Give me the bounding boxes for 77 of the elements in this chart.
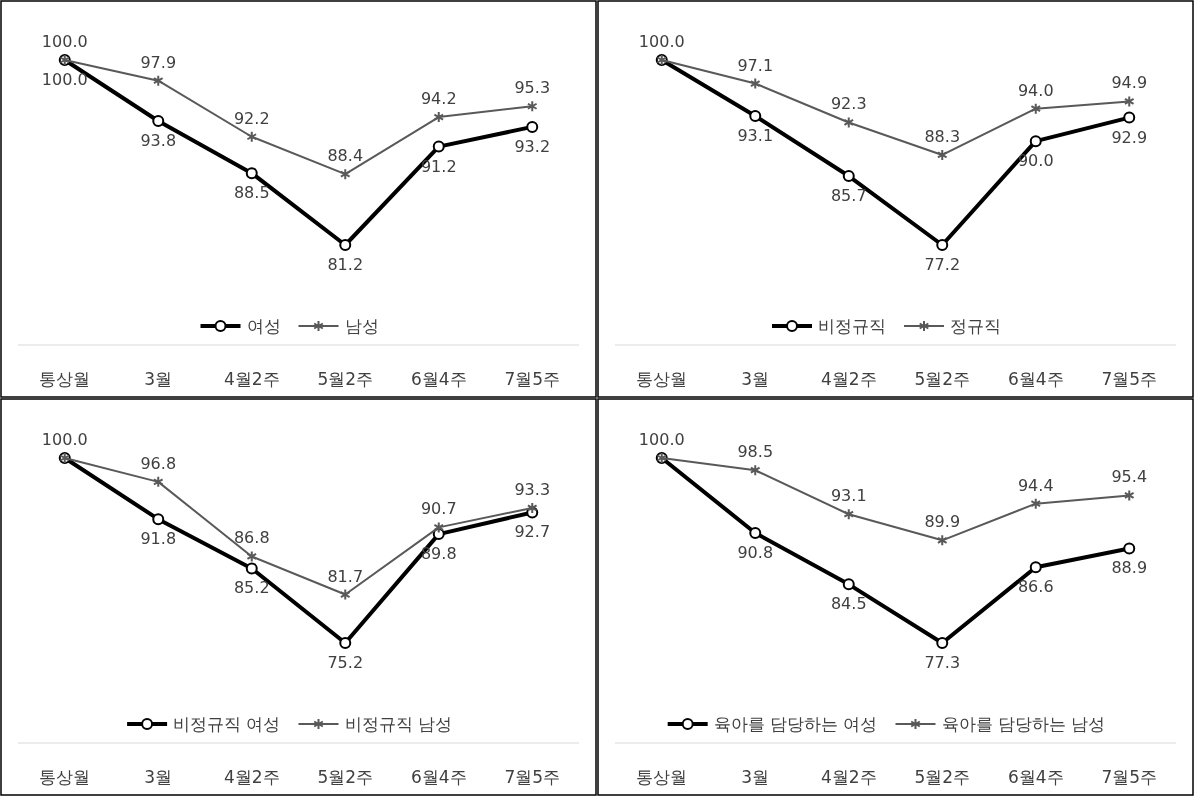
data-label: 86.6: [1017, 577, 1054, 597]
data-label: 94.2: [420, 89, 457, 109]
x-tick-label: 6월4주: [410, 369, 467, 389]
x-tick-label: 5월2주: [317, 767, 374, 787]
data-label: 77.2: [924, 255, 961, 274]
legend-label: 여성: [246, 316, 281, 336]
data-label: 92.2: [233, 108, 270, 128]
data-label: 92.7: [514, 522, 551, 542]
x-tick-label: 4월2주: [223, 369, 280, 389]
data-label: 75.2: [327, 653, 364, 672]
data-label: 94.0: [1017, 80, 1054, 100]
x-tick-label: 7월5주: [1101, 767, 1158, 787]
data-label: 86.8: [233, 528, 270, 548]
data-label: 97.1: [737, 55, 774, 75]
data-label: 100.0: [41, 70, 88, 89]
x-tick-label: 4월2주: [223, 767, 280, 787]
data-label: 100.0: [41, 430, 88, 449]
x-tick-label: 5월2주: [914, 767, 971, 787]
data-label: 90.0: [1017, 151, 1054, 171]
legend-label: 남성: [344, 316, 379, 336]
data-label: 84.5: [830, 594, 867, 614]
legend-label: 비정규직: [818, 316, 886, 336]
x-tick-label: 통상월: [636, 369, 688, 389]
x-tick-label: 3월: [144, 369, 173, 389]
data-label: 94.9: [1111, 73, 1148, 93]
legend-label: 정규직: [950, 316, 1001, 336]
x-tick-label: 통상월: [39, 767, 91, 787]
data-label: 92.3: [830, 94, 867, 114]
data-label: 98.5: [737, 442, 774, 462]
data-label: 100.0: [41, 32, 88, 51]
x-tick-label: 7월5주: [504, 369, 561, 389]
legend-label: 비정규직 남성: [344, 714, 452, 734]
x-tick-label: 7월5주: [1101, 369, 1158, 389]
data-label: 100.0: [638, 430, 685, 449]
data-label: 95.3: [514, 78, 551, 98]
x-tick-label: 통상월: [636, 767, 688, 787]
x-tick-label: 5월2주: [914, 369, 971, 389]
data-label: 81.2: [327, 255, 364, 274]
data-label: 91.2: [420, 156, 457, 176]
data-label: 90.7: [420, 499, 457, 519]
data-label: 77.3: [924, 653, 961, 672]
data-label: 88.5: [233, 183, 270, 203]
data-label: 93.1: [737, 125, 774, 145]
data-label: 89.9: [924, 512, 961, 532]
data-label: 93.3: [514, 479, 551, 499]
data-label: 90.8: [737, 542, 774, 562]
data-label: 94.4: [1017, 475, 1054, 495]
data-label: 89.8: [420, 544, 457, 564]
data-label: 91.8: [140, 529, 177, 549]
data-label: 81.7: [327, 566, 364, 586]
data-label: 96.8: [140, 453, 177, 473]
x-tick-label: 통상월: [39, 369, 91, 389]
x-tick-label: 6월4주: [1007, 767, 1064, 787]
data-label: 88.3: [924, 126, 961, 146]
x-tick-label: 3월: [741, 369, 770, 389]
legend-label: 육아를 담당하는 남성: [941, 714, 1106, 734]
x-tick-label: 4월2주: [820, 369, 877, 389]
legend-label: 육아를 담당하는 여성: [713, 714, 878, 734]
data-label: 85.2: [233, 578, 270, 598]
data-label: 88.9: [1111, 558, 1148, 578]
data-label: 93.8: [140, 131, 177, 151]
x-tick-label: 5월2주: [317, 369, 374, 389]
legend-label: 비정규직 여성: [173, 714, 281, 734]
data-label: 97.9: [140, 52, 177, 72]
x-tick-label: 4월2주: [820, 767, 877, 787]
data-label: 93.1: [830, 486, 867, 506]
data-label: 85.7: [830, 186, 867, 206]
data-label: 88.4: [327, 146, 364, 166]
x-tick-label: 6월4주: [1007, 369, 1064, 389]
x-tick-label: 3월: [144, 767, 173, 787]
data-label: 95.4: [1111, 467, 1148, 487]
data-label: 93.2: [514, 136, 551, 156]
x-tick-label: 7월5주: [504, 767, 561, 787]
data-label: 100.0: [638, 32, 685, 51]
data-label: 92.9: [1111, 127, 1148, 147]
x-tick-label: 6월4주: [410, 767, 467, 787]
x-tick-label: 3월: [741, 767, 770, 787]
